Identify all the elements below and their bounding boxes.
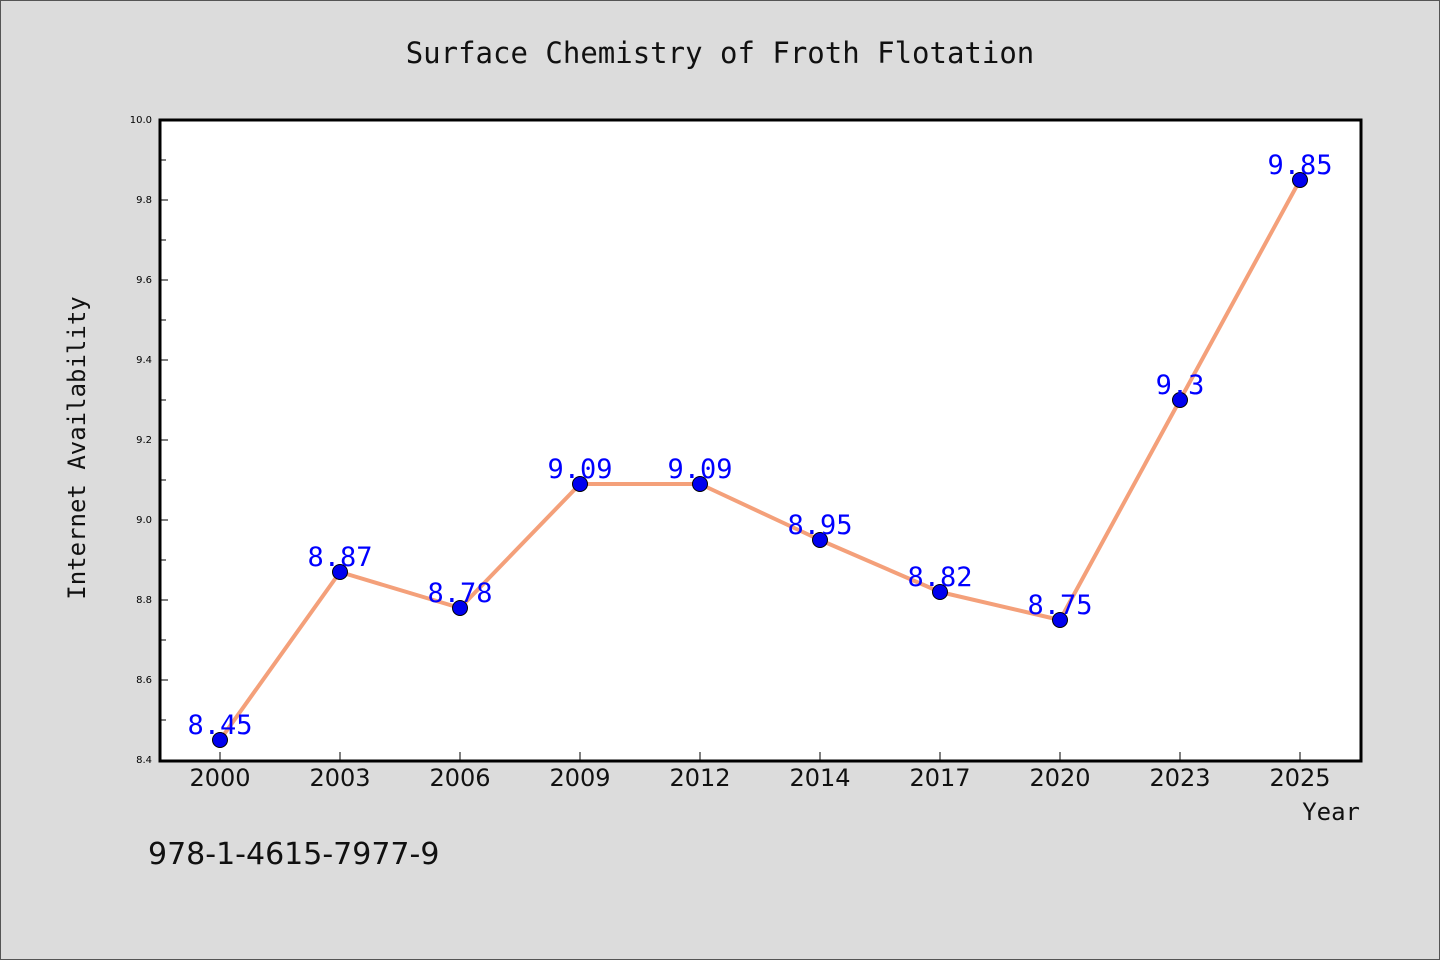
y-tick-label: 9.6: [136, 275, 152, 286]
data-label: 8.87: [307, 542, 372, 573]
data-point-marker: [1052, 612, 1068, 628]
x-tick-label: 2017: [909, 764, 970, 792]
x-tick-label: 2012: [669, 764, 730, 792]
x-tick-label: 2020: [1029, 764, 1090, 792]
data-label: 9.85: [1267, 150, 1332, 181]
data-label: 8.82: [907, 562, 972, 593]
y-tick-label: 8.6: [136, 675, 152, 686]
x-tick-label: 2003: [309, 764, 370, 792]
data-point-marker: [1172, 392, 1188, 408]
x-tick-label: 2023: [1149, 764, 1210, 792]
series-line: [218, 179, 1302, 742]
plot-area: [158, 118, 1363, 763]
data-label: 8.95: [787, 510, 852, 541]
x-axis-label: Year: [1302, 798, 1360, 826]
data-point-marker: [812, 532, 828, 548]
marker-group: [212, 172, 1308, 748]
data-label: 9.3: [1156, 370, 1205, 401]
y-tick-label: 9.2: [136, 435, 152, 446]
data-point-marker: [212, 732, 228, 748]
data-label: 8.75: [1027, 590, 1092, 621]
data-label: 8.78: [427, 578, 492, 609]
data-label: 8.45: [187, 710, 252, 741]
data-label: 9.09: [547, 454, 612, 485]
y-tick-label: 10.0: [130, 115, 152, 126]
data-point-marker: [452, 600, 468, 616]
x-tick-label: 2025: [1269, 764, 1330, 792]
data-label: 9.09: [667, 454, 732, 485]
data-point-marker: [692, 476, 708, 492]
y-axis: 8.4 8.6 8.8 9.0 9.2 9.4 9.6 9.8 10.0: [130, 115, 168, 766]
chart-title: Surface Chemistry of Froth Flotation: [406, 36, 1035, 70]
isbn-annotation: 978-1-4615-7977-9: [148, 837, 439, 872]
x-tick-label: 2009: [549, 764, 610, 792]
data-point-marker: [932, 584, 948, 600]
series-line-group: [218, 179, 1302, 742]
x-tick-label: 2000: [189, 764, 250, 792]
y-tick-label: 8.4: [136, 755, 152, 766]
y-axis-label: Internet Availability: [63, 296, 91, 599]
y-tick-label: 9.4: [136, 355, 152, 366]
data-point-marker: [1292, 172, 1308, 188]
x-tick-label: 2014: [789, 764, 850, 792]
x-tick-label: 2006: [429, 764, 490, 792]
y-tick-label: 8.8: [136, 595, 152, 606]
data-point-marker: [332, 564, 348, 580]
data-point-marker: [572, 476, 588, 492]
y-tick-label: 9.0: [136, 515, 152, 526]
data-label-group: 8.45 8.87 8.78 9.09 9.09 8.95 8.82 8.75 9.3 9.85: [187, 150, 1332, 741]
y-tick-label: 9.8: [136, 195, 152, 206]
x-axis: 2000 2003 2006 2009 2012 2014 2017 2020 2023 2025: [189, 752, 1331, 792]
